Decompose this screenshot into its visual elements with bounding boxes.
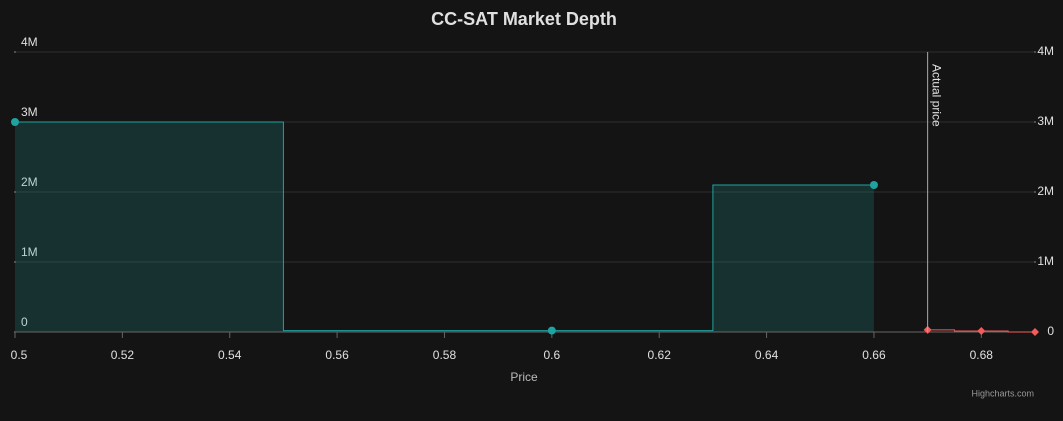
marker <box>869 181 878 189</box>
marker <box>977 326 986 335</box>
y-tick-label: 4M <box>21 35 38 49</box>
x-tick-label: 0.58 <box>433 348 457 362</box>
y-tick-label: 3M <box>21 105 38 119</box>
y2-tick-label: 2M <box>1037 184 1054 198</box>
x-tick-label: 0.68 <box>970 348 994 362</box>
y-tick-label: 2M <box>21 175 38 189</box>
y-tick-label: 1M <box>21 245 38 259</box>
marker <box>547 326 556 335</box>
y2-tick-label: 3M <box>1037 114 1054 128</box>
y-tick-label: 0 <box>21 315 28 329</box>
x-tick-label: 0.54 <box>218 348 242 362</box>
plot-line-label: Actual price <box>929 64 943 127</box>
credits[interactable]: Highcharts.com <box>971 388 1034 398</box>
marker <box>1031 328 1039 336</box>
x-tick-label: 0.66 <box>862 348 886 362</box>
y2-tick-label: 4M <box>1037 44 1054 58</box>
x-tick-label: 0.6 <box>543 348 560 362</box>
line <box>15 121 874 332</box>
x-axis-title: Price <box>510 370 538 384</box>
x-tick-label: 0.5 <box>11 348 28 362</box>
chart-title: CC-SAT Market Depth <box>431 9 617 29</box>
marker <box>11 118 19 126</box>
area <box>15 122 874 332</box>
y2-tick-label: 0 <box>1047 324 1054 338</box>
x-tick-label: 0.64 <box>755 348 779 362</box>
x-tick-label: 0.62 <box>648 348 672 362</box>
x-tick-label: 0.56 <box>325 348 349 362</box>
y2-tick-label: 1M <box>1037 254 1054 268</box>
x-tick-label: 0.52 <box>111 348 135 362</box>
